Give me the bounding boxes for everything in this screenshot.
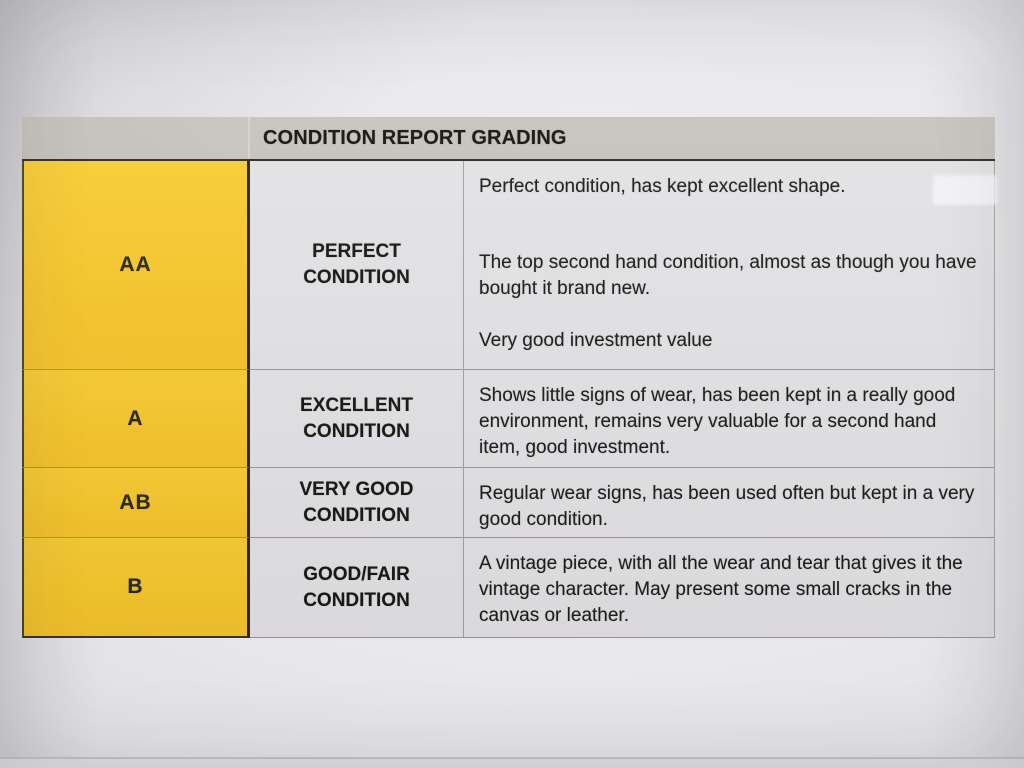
description-paragraph: The top second hand condition, almost as… bbox=[479, 252, 977, 299]
table-title: CONDITION REPORT GRADING bbox=[263, 126, 567, 149]
paper-bottom-edge bbox=[0, 757, 1024, 768]
description-cell-ab: Regular wear signs, has been used often … bbox=[463, 468, 995, 538]
description-cell-b: A vintage piece, with all the wear and t… bbox=[463, 538, 995, 638]
condition-cell-b: GOOD/FAIR CONDITION bbox=[250, 538, 463, 638]
table-header-row: CONDITION REPORT GRADING bbox=[22, 117, 995, 161]
condition-label: EXCELLENT CONDITION bbox=[300, 394, 413, 442]
table-row-a: A EXCELLENT CONDITION Shows little signs… bbox=[22, 370, 995, 468]
description-paragraph: Perfect condition, has kept excellent sh… bbox=[479, 176, 846, 197]
condition-label: GOOD/FAIR CONDITION bbox=[303, 563, 410, 611]
description-paragraph: Shows little signs of wear, has been kep… bbox=[479, 385, 956, 458]
table-row-ab: AB VERY GOOD CONDITION Regular wear sign… bbox=[22, 468, 995, 538]
table-row-aa: AA PERFECT CONDITION Perfect condition, … bbox=[22, 161, 995, 370]
description-paragraph: Regular wear signs, has been used often … bbox=[479, 483, 975, 530]
condition-table: CONDITION REPORT GRADING AA PERFECT COND… bbox=[22, 117, 995, 638]
description-cell-a: Shows little signs of wear, has been kep… bbox=[463, 370, 995, 468]
table-row-b: B GOOD/FAIR CONDITION A vintage piece, w… bbox=[22, 538, 995, 638]
condition-label: PERFECT CONDITION bbox=[303, 241, 410, 288]
grade-cell-aa: AA bbox=[22, 161, 250, 370]
grade-cell-a: A bbox=[22, 370, 250, 468]
condition-label: VERY GOOD CONDITION bbox=[299, 478, 414, 526]
condition-cell-aa: PERFECT CONDITION bbox=[250, 161, 463, 370]
header-grade-column-spacer bbox=[22, 117, 250, 159]
description-paragraph: Very good investment value bbox=[479, 330, 713, 351]
description-cell-aa: Perfect condition, has kept excellent sh… bbox=[463, 161, 995, 370]
grade-cell-b: B bbox=[22, 538, 250, 638]
grade-cell-ab: AB bbox=[22, 468, 250, 538]
condition-cell-a: EXCELLENT CONDITION bbox=[250, 370, 463, 468]
condition-cell-ab: VERY GOOD CONDITION bbox=[250, 468, 463, 538]
description-paragraph: A vintage piece, with all the wear and t… bbox=[479, 553, 963, 626]
